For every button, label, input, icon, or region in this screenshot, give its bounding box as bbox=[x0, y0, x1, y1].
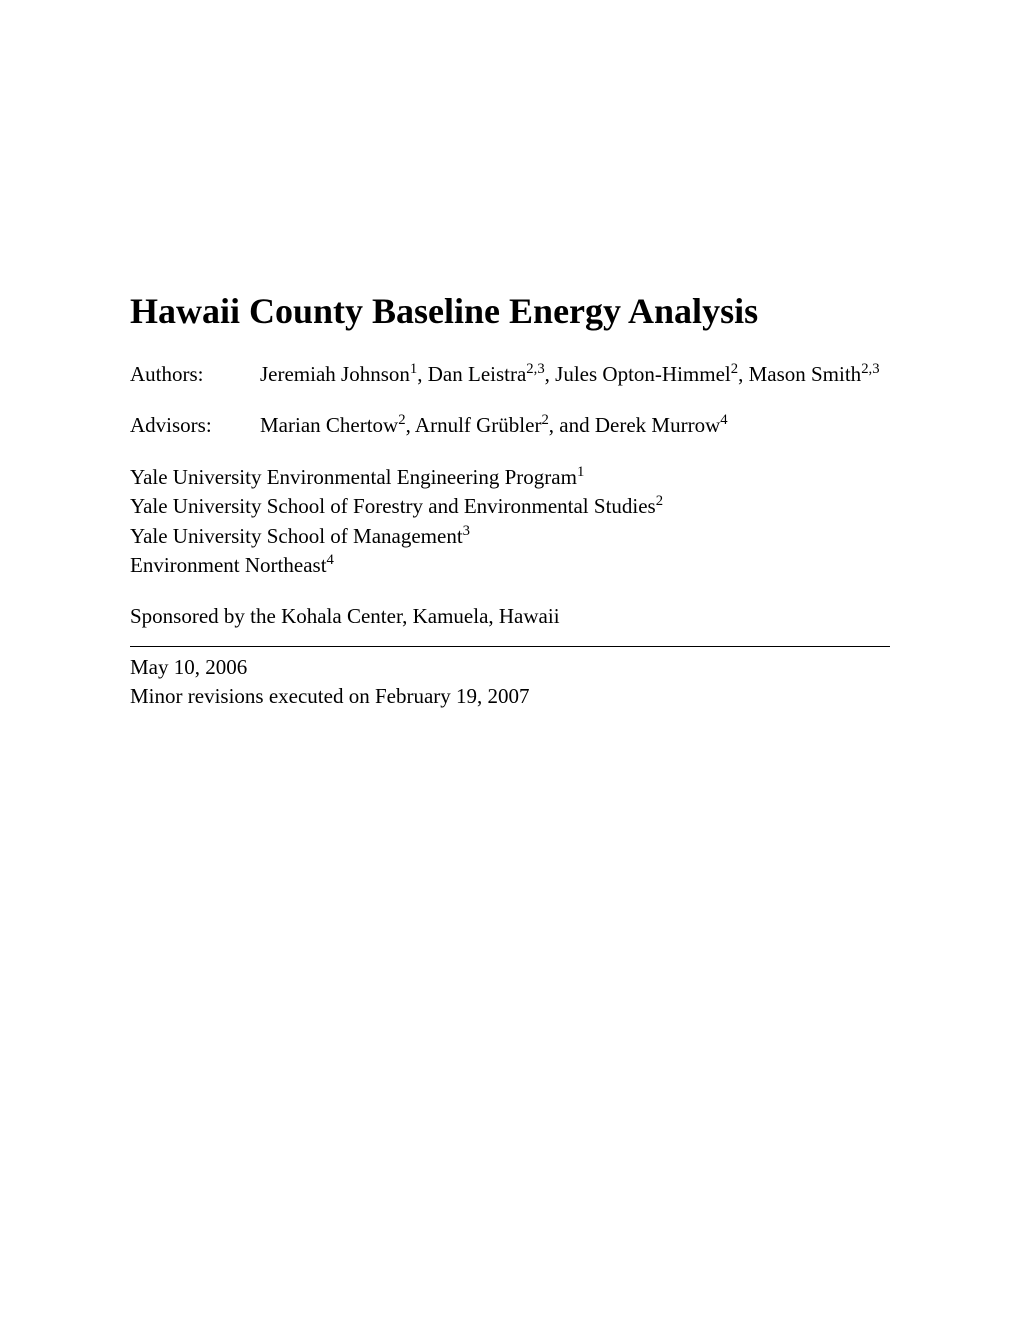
page-title: Hawaii County Baseline Energy Analysis bbox=[130, 290, 890, 332]
advisors-row: Advisors: Marian Chertow2, Arnulf Grüble… bbox=[130, 411, 890, 440]
authors-row: Authors: Jeremiah Johnson1, Dan Leistra2… bbox=[130, 360, 890, 389]
date-primary: May 10, 2006 bbox=[130, 653, 890, 682]
authors-list: Jeremiah Johnson1, Dan Leistra2,3, Jules… bbox=[260, 360, 890, 389]
section-divider bbox=[130, 646, 890, 647]
advisors-label: Advisors: bbox=[130, 411, 260, 440]
authors-label: Authors: bbox=[130, 360, 260, 389]
dates-block: May 10, 2006 Minor revisions executed on… bbox=[130, 653, 890, 712]
advisors-list: Marian Chertow2, Arnulf Grübler2, and De… bbox=[260, 411, 890, 440]
date-revision: Minor revisions executed on February 19,… bbox=[130, 682, 890, 711]
sponsor-line: Sponsored by the Kohala Center, Kamuela,… bbox=[130, 602, 890, 631]
affiliations-block: Yale University Environmental Engineerin… bbox=[130, 463, 890, 581]
